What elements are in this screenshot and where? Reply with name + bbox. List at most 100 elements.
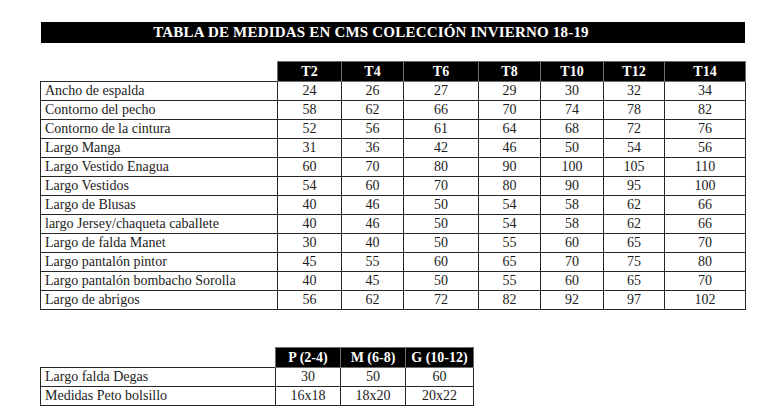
table-row: Largo Vestido Enagua60708090100105110 <box>41 158 746 177</box>
measurement-value: 92 <box>541 291 604 310</box>
measurement-value: 62 <box>604 196 665 215</box>
measurement-value: 60 <box>541 234 604 253</box>
measurement-value: 60 <box>406 368 474 387</box>
table-row: Largo de abrigos566272829297102 <box>41 291 746 310</box>
measurement-value: 46 <box>342 215 404 234</box>
measurement-value: 56 <box>278 291 342 310</box>
measurement-value: 102 <box>665 291 746 310</box>
measurement-value: 31 <box>278 139 342 158</box>
measurement-value: 64 <box>479 120 541 139</box>
measurement-value: 46 <box>342 196 404 215</box>
measurement-value: 34 <box>665 82 746 101</box>
measurement-value: 56 <box>342 120 404 139</box>
row-label: Ancho de espalda <box>41 82 278 101</box>
corner-cell <box>41 348 276 368</box>
row-label: Largo de Blusas <box>41 196 278 215</box>
measurement-value: 70 <box>404 177 479 196</box>
row-label: Largo pantalón pintor <box>41 253 278 272</box>
measurement-value: 45 <box>342 272 404 291</box>
row-label: Largo Vestidos <box>41 177 278 196</box>
column-header-t14: T14 <box>665 62 746 82</box>
header-row: T2 T4 T6 T8 T10 T12 T14 <box>41 62 746 82</box>
table-row: Contorno del pecho58626670747882 <box>41 101 746 120</box>
measurement-value: 30 <box>278 234 342 253</box>
measurement-value: 68 <box>541 120 604 139</box>
measurement-value: 110 <box>665 158 746 177</box>
measurement-value: 30 <box>541 82 604 101</box>
measurement-value: 62 <box>342 101 404 120</box>
measurement-value: 56 <box>665 139 746 158</box>
measurement-value: 54 <box>278 177 342 196</box>
measurement-value: 27 <box>404 82 479 101</box>
measurement-value: 66 <box>665 215 746 234</box>
measurement-value: 50 <box>404 196 479 215</box>
measurement-value: 20x22 <box>406 387 474 406</box>
column-header-t6: T6 <box>404 62 479 82</box>
accessory-table-header: P (2-4) M (6-8) G (10-12) <box>41 348 474 368</box>
row-label: Largo de falda Manet <box>41 234 278 253</box>
measurement-value: 70 <box>541 253 604 272</box>
measurement-value: 90 <box>541 177 604 196</box>
table-row: Largo pantalón pintor45556065707580 <box>41 253 746 272</box>
measurement-value: 100 <box>541 158 604 177</box>
measurement-value: 82 <box>479 291 541 310</box>
measurement-value: 80 <box>404 158 479 177</box>
measurement-value: 29 <box>479 82 541 101</box>
column-header-t2: T2 <box>278 62 342 82</box>
measurement-value: 40 <box>342 234 404 253</box>
measurement-value: 58 <box>541 215 604 234</box>
accessory-table-body: Largo falda Degas305060Medidas Peto bols… <box>41 368 474 406</box>
measurement-value: 55 <box>342 253 404 272</box>
measurement-value: 90 <box>479 158 541 177</box>
column-header-m: M (6-8) <box>341 348 406 368</box>
measurement-value: 16x18 <box>276 387 341 406</box>
table-row: Contorno de la cintura52566164687276 <box>41 120 746 139</box>
measurement-value: 66 <box>665 196 746 215</box>
measurement-value: 78 <box>604 101 665 120</box>
table-row: Ancho de espalda24262729303234 <box>41 82 746 101</box>
row-label: Largo de abrigos <box>41 291 278 310</box>
measurement-value: 54 <box>604 139 665 158</box>
column-header-t12: T12 <box>604 62 665 82</box>
column-header-g: G (10-12) <box>406 348 474 368</box>
measurement-value: 54 <box>479 196 541 215</box>
measurement-value: 55 <box>479 234 541 253</box>
measurement-value: 95 <box>604 177 665 196</box>
measurement-value: 52 <box>278 120 342 139</box>
measurement-value: 60 <box>278 158 342 177</box>
measurement-value: 74 <box>541 101 604 120</box>
measurement-value: 105 <box>604 158 665 177</box>
measurement-value: 60 <box>404 253 479 272</box>
column-header-t10: T10 <box>541 62 604 82</box>
table-row: Medidas Peto bolsillo16x1818x2020x22 <box>41 387 474 406</box>
row-label: largo Jersey/chaqueta caballete <box>41 215 278 234</box>
table-row: Largo de falda Manet30405055606570 <box>41 234 746 253</box>
row-label: Medidas Peto bolsillo <box>41 387 276 406</box>
measurement-value: 26 <box>342 82 404 101</box>
measurement-value: 40 <box>278 215 342 234</box>
measurement-value: 72 <box>404 291 479 310</box>
table-row: Largo Manga31364246505456 <box>41 139 746 158</box>
measurement-value: 82 <box>665 101 746 120</box>
page-title: TABLA DE MEDIDAS EN CMS COLECCIÓN INVIER… <box>41 22 745 43</box>
measurement-value: 70 <box>665 272 746 291</box>
measurement-value: 62 <box>342 291 404 310</box>
column-header-p: P (2-4) <box>276 348 341 368</box>
measurement-value: 54 <box>479 215 541 234</box>
measurement-value: 58 <box>278 101 342 120</box>
measurement-value: 46 <box>479 139 541 158</box>
measurement-value: 80 <box>665 253 746 272</box>
measurement-value: 70 <box>665 234 746 253</box>
row-label: Contorno del pecho <box>41 101 278 120</box>
measurement-value: 65 <box>604 272 665 291</box>
measurement-value: 30 <box>276 368 341 387</box>
measurement-value: 50 <box>404 234 479 253</box>
measurement-value: 66 <box>404 101 479 120</box>
column-header-t8: T8 <box>479 62 541 82</box>
column-header-t4: T4 <box>342 62 404 82</box>
measurement-value: 24 <box>278 82 342 101</box>
accessory-measurements-table: P (2-4) M (6-8) G (10-12) Largo falda De… <box>40 347 474 406</box>
measurement-value: 65 <box>604 234 665 253</box>
measurement-value: 32 <box>604 82 665 101</box>
measurement-value: 50 <box>404 215 479 234</box>
